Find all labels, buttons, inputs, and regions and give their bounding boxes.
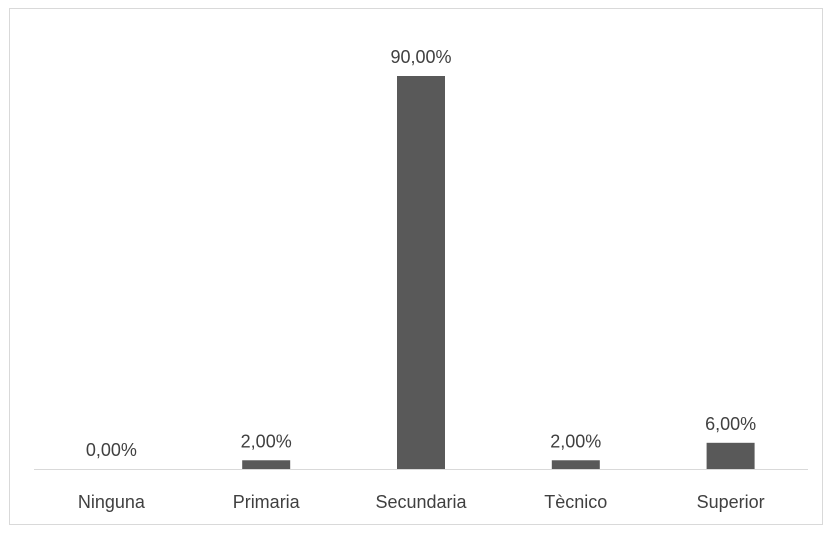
- data-label-3: 2,00%: [550, 431, 601, 451]
- data-labels-group: 0,00% 2,00% 90,00% 2,00% 6,00%: [86, 47, 756, 460]
- bar-2: [397, 76, 445, 469]
- data-label-2: 90,00%: [390, 47, 451, 67]
- data-label-1: 2,00%: [241, 431, 292, 451]
- bars-group: [242, 76, 755, 469]
- tick-label-4: Superior: [697, 492, 765, 512]
- data-label-0: 0,00%: [86, 440, 137, 460]
- data-label-4: 6,00%: [705, 414, 756, 434]
- bar-1: [242, 460, 291, 469]
- tick-label-0: Ninguna: [78, 492, 146, 512]
- tick-label-1: Primaria: [233, 492, 301, 512]
- bar-4: [706, 442, 755, 469]
- bar-3: [551, 460, 600, 469]
- tick-labels-group: Ninguna Primaria Secundaria Tècnico Superior: [78, 492, 765, 512]
- tick-label-2: Secundaria: [375, 492, 467, 512]
- tick-label-3: Tècnico: [544, 492, 607, 512]
